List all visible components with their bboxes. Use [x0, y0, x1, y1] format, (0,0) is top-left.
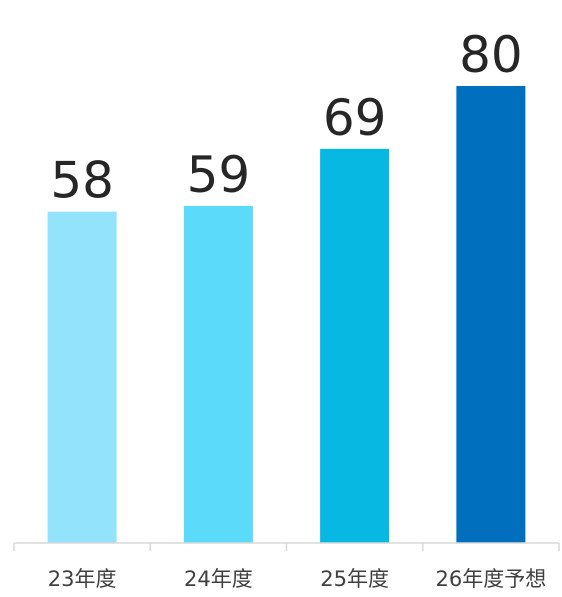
- bar-25年度: [320, 148, 390, 543]
- value-label: 69: [323, 89, 387, 147]
- value-label: 59: [187, 146, 251, 204]
- category-labels-group: 23年度 24年度 25年度 26年度予想: [48, 567, 546, 591]
- category-label: 25年度: [320, 567, 389, 591]
- value-label: 58: [50, 152, 114, 210]
- bar-24年度: [183, 205, 253, 543]
- bar-26年度予想: [456, 86, 526, 543]
- value-label: 80: [459, 26, 523, 84]
- bar-23年度: [47, 211, 117, 544]
- value-labels-group: 58 59 69 80: [50, 26, 522, 210]
- x-axis-ticks: [13, 543, 560, 551]
- bars-group: [47, 86, 526, 544]
- category-label: 24年度: [184, 567, 253, 591]
- category-label: 23年度: [48, 567, 117, 591]
- category-label: 26年度予想: [436, 567, 547, 591]
